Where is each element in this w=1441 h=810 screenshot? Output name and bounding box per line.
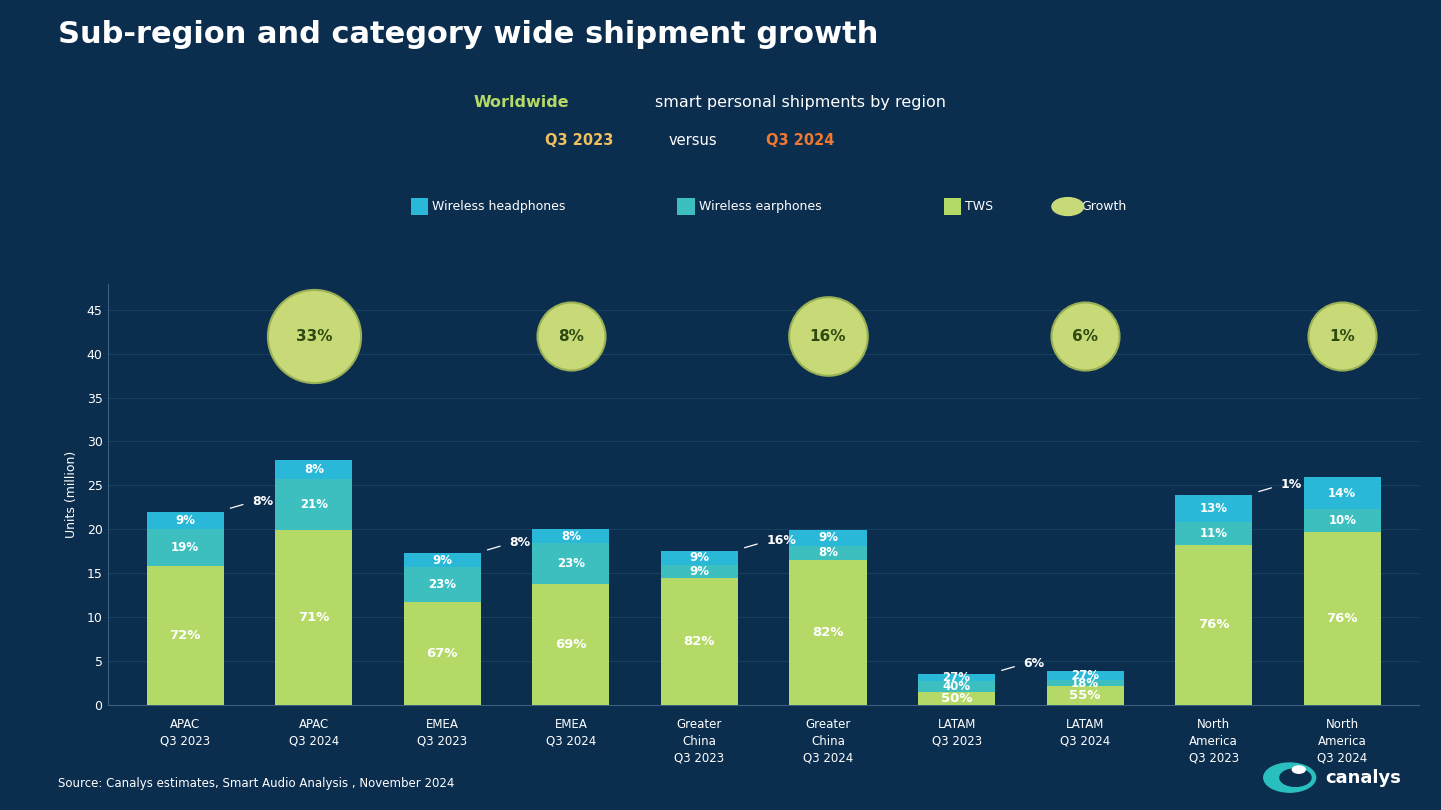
Text: 9%: 9% bbox=[432, 553, 452, 567]
Text: 9%: 9% bbox=[689, 552, 709, 565]
Bar bbox=[918, 674, 996, 681]
Text: 55%: 55% bbox=[1069, 689, 1101, 702]
Point bbox=[303, 330, 326, 343]
Bar bbox=[147, 529, 223, 566]
Text: 13%: 13% bbox=[1200, 502, 1228, 515]
Text: 8%: 8% bbox=[304, 463, 324, 476]
Bar bbox=[275, 480, 353, 530]
Text: 23%: 23% bbox=[556, 557, 585, 570]
Text: Source: Canalys estimates, Smart Audio Analysis , November 2024: Source: Canalys estimates, Smart Audio A… bbox=[58, 777, 454, 790]
Text: 76%: 76% bbox=[1327, 612, 1357, 625]
Text: 19%: 19% bbox=[171, 541, 199, 554]
Text: Wireless headphones: Wireless headphones bbox=[432, 200, 566, 213]
Text: 10%: 10% bbox=[1329, 514, 1356, 527]
Point bbox=[1074, 330, 1097, 343]
Bar bbox=[147, 566, 223, 705]
Bar bbox=[661, 565, 738, 578]
Bar bbox=[918, 692, 996, 705]
Bar bbox=[1304, 509, 1380, 532]
Bar bbox=[1174, 545, 1252, 705]
Text: 71%: 71% bbox=[298, 611, 330, 624]
Text: 1%: 1% bbox=[1281, 478, 1301, 491]
Text: 16%: 16% bbox=[810, 329, 846, 343]
Bar bbox=[1046, 686, 1124, 705]
Text: Q3 2023: Q3 2023 bbox=[545, 133, 612, 148]
Text: 82%: 82% bbox=[813, 626, 844, 639]
Bar bbox=[275, 460, 353, 480]
Bar bbox=[1046, 671, 1124, 680]
Text: 8%: 8% bbox=[509, 536, 530, 549]
Bar bbox=[403, 553, 481, 567]
Text: 76%: 76% bbox=[1197, 618, 1229, 631]
Text: 69%: 69% bbox=[555, 637, 586, 650]
Text: versus: versus bbox=[669, 133, 718, 148]
Bar bbox=[661, 551, 738, 565]
Bar bbox=[147, 512, 223, 529]
Bar bbox=[790, 530, 866, 546]
Text: 40%: 40% bbox=[942, 680, 971, 693]
Bar bbox=[790, 560, 866, 705]
Point bbox=[817, 330, 840, 343]
Y-axis label: Units (million): Units (million) bbox=[65, 450, 78, 538]
Text: 14%: 14% bbox=[1329, 487, 1356, 500]
Text: 9%: 9% bbox=[176, 514, 195, 527]
Text: TWS: TWS bbox=[965, 200, 994, 213]
Bar bbox=[532, 544, 610, 583]
Text: Worldwide: Worldwide bbox=[474, 95, 569, 110]
Bar bbox=[403, 602, 481, 705]
Text: 27%: 27% bbox=[1071, 669, 1099, 682]
Bar bbox=[790, 546, 866, 560]
Text: 72%: 72% bbox=[170, 629, 200, 642]
Text: 6%: 6% bbox=[1072, 329, 1098, 343]
Bar bbox=[275, 530, 353, 705]
Text: canalys: canalys bbox=[1326, 769, 1402, 787]
Text: 9%: 9% bbox=[818, 531, 839, 544]
Point bbox=[559, 330, 582, 343]
Text: Growth: Growth bbox=[1081, 200, 1125, 213]
Point bbox=[1330, 330, 1353, 343]
Text: 8%: 8% bbox=[818, 547, 839, 560]
Text: 82%: 82% bbox=[683, 635, 715, 648]
Text: 67%: 67% bbox=[427, 647, 458, 660]
Bar bbox=[1046, 680, 1124, 686]
Bar bbox=[918, 681, 996, 692]
Bar bbox=[661, 578, 738, 705]
Text: 27%: 27% bbox=[942, 671, 971, 684]
Text: Wireless earphones: Wireless earphones bbox=[699, 200, 821, 213]
Text: 8%: 8% bbox=[561, 530, 581, 543]
Bar bbox=[532, 529, 610, 544]
Text: 8%: 8% bbox=[558, 329, 584, 343]
Bar bbox=[1304, 477, 1380, 509]
Text: 11%: 11% bbox=[1200, 527, 1228, 540]
Bar bbox=[1174, 522, 1252, 545]
Text: 23%: 23% bbox=[428, 578, 457, 591]
Text: 50%: 50% bbox=[941, 692, 973, 705]
Text: 18%: 18% bbox=[1071, 677, 1099, 690]
Text: 6%: 6% bbox=[1023, 657, 1045, 670]
Bar bbox=[1174, 495, 1252, 522]
Bar bbox=[532, 583, 610, 705]
Text: 21%: 21% bbox=[300, 498, 327, 511]
Text: smart personal shipments by region: smart personal shipments by region bbox=[656, 95, 947, 110]
Text: 8%: 8% bbox=[252, 495, 274, 508]
Text: 1%: 1% bbox=[1330, 329, 1355, 343]
Text: Q3 2024: Q3 2024 bbox=[767, 133, 834, 148]
Text: Sub-region and category wide shipment growth: Sub-region and category wide shipment gr… bbox=[58, 20, 878, 49]
Text: 33%: 33% bbox=[295, 329, 331, 343]
Text: 16%: 16% bbox=[767, 534, 797, 547]
Bar bbox=[403, 567, 481, 602]
Bar bbox=[1304, 532, 1380, 705]
Text: 9%: 9% bbox=[689, 565, 709, 578]
